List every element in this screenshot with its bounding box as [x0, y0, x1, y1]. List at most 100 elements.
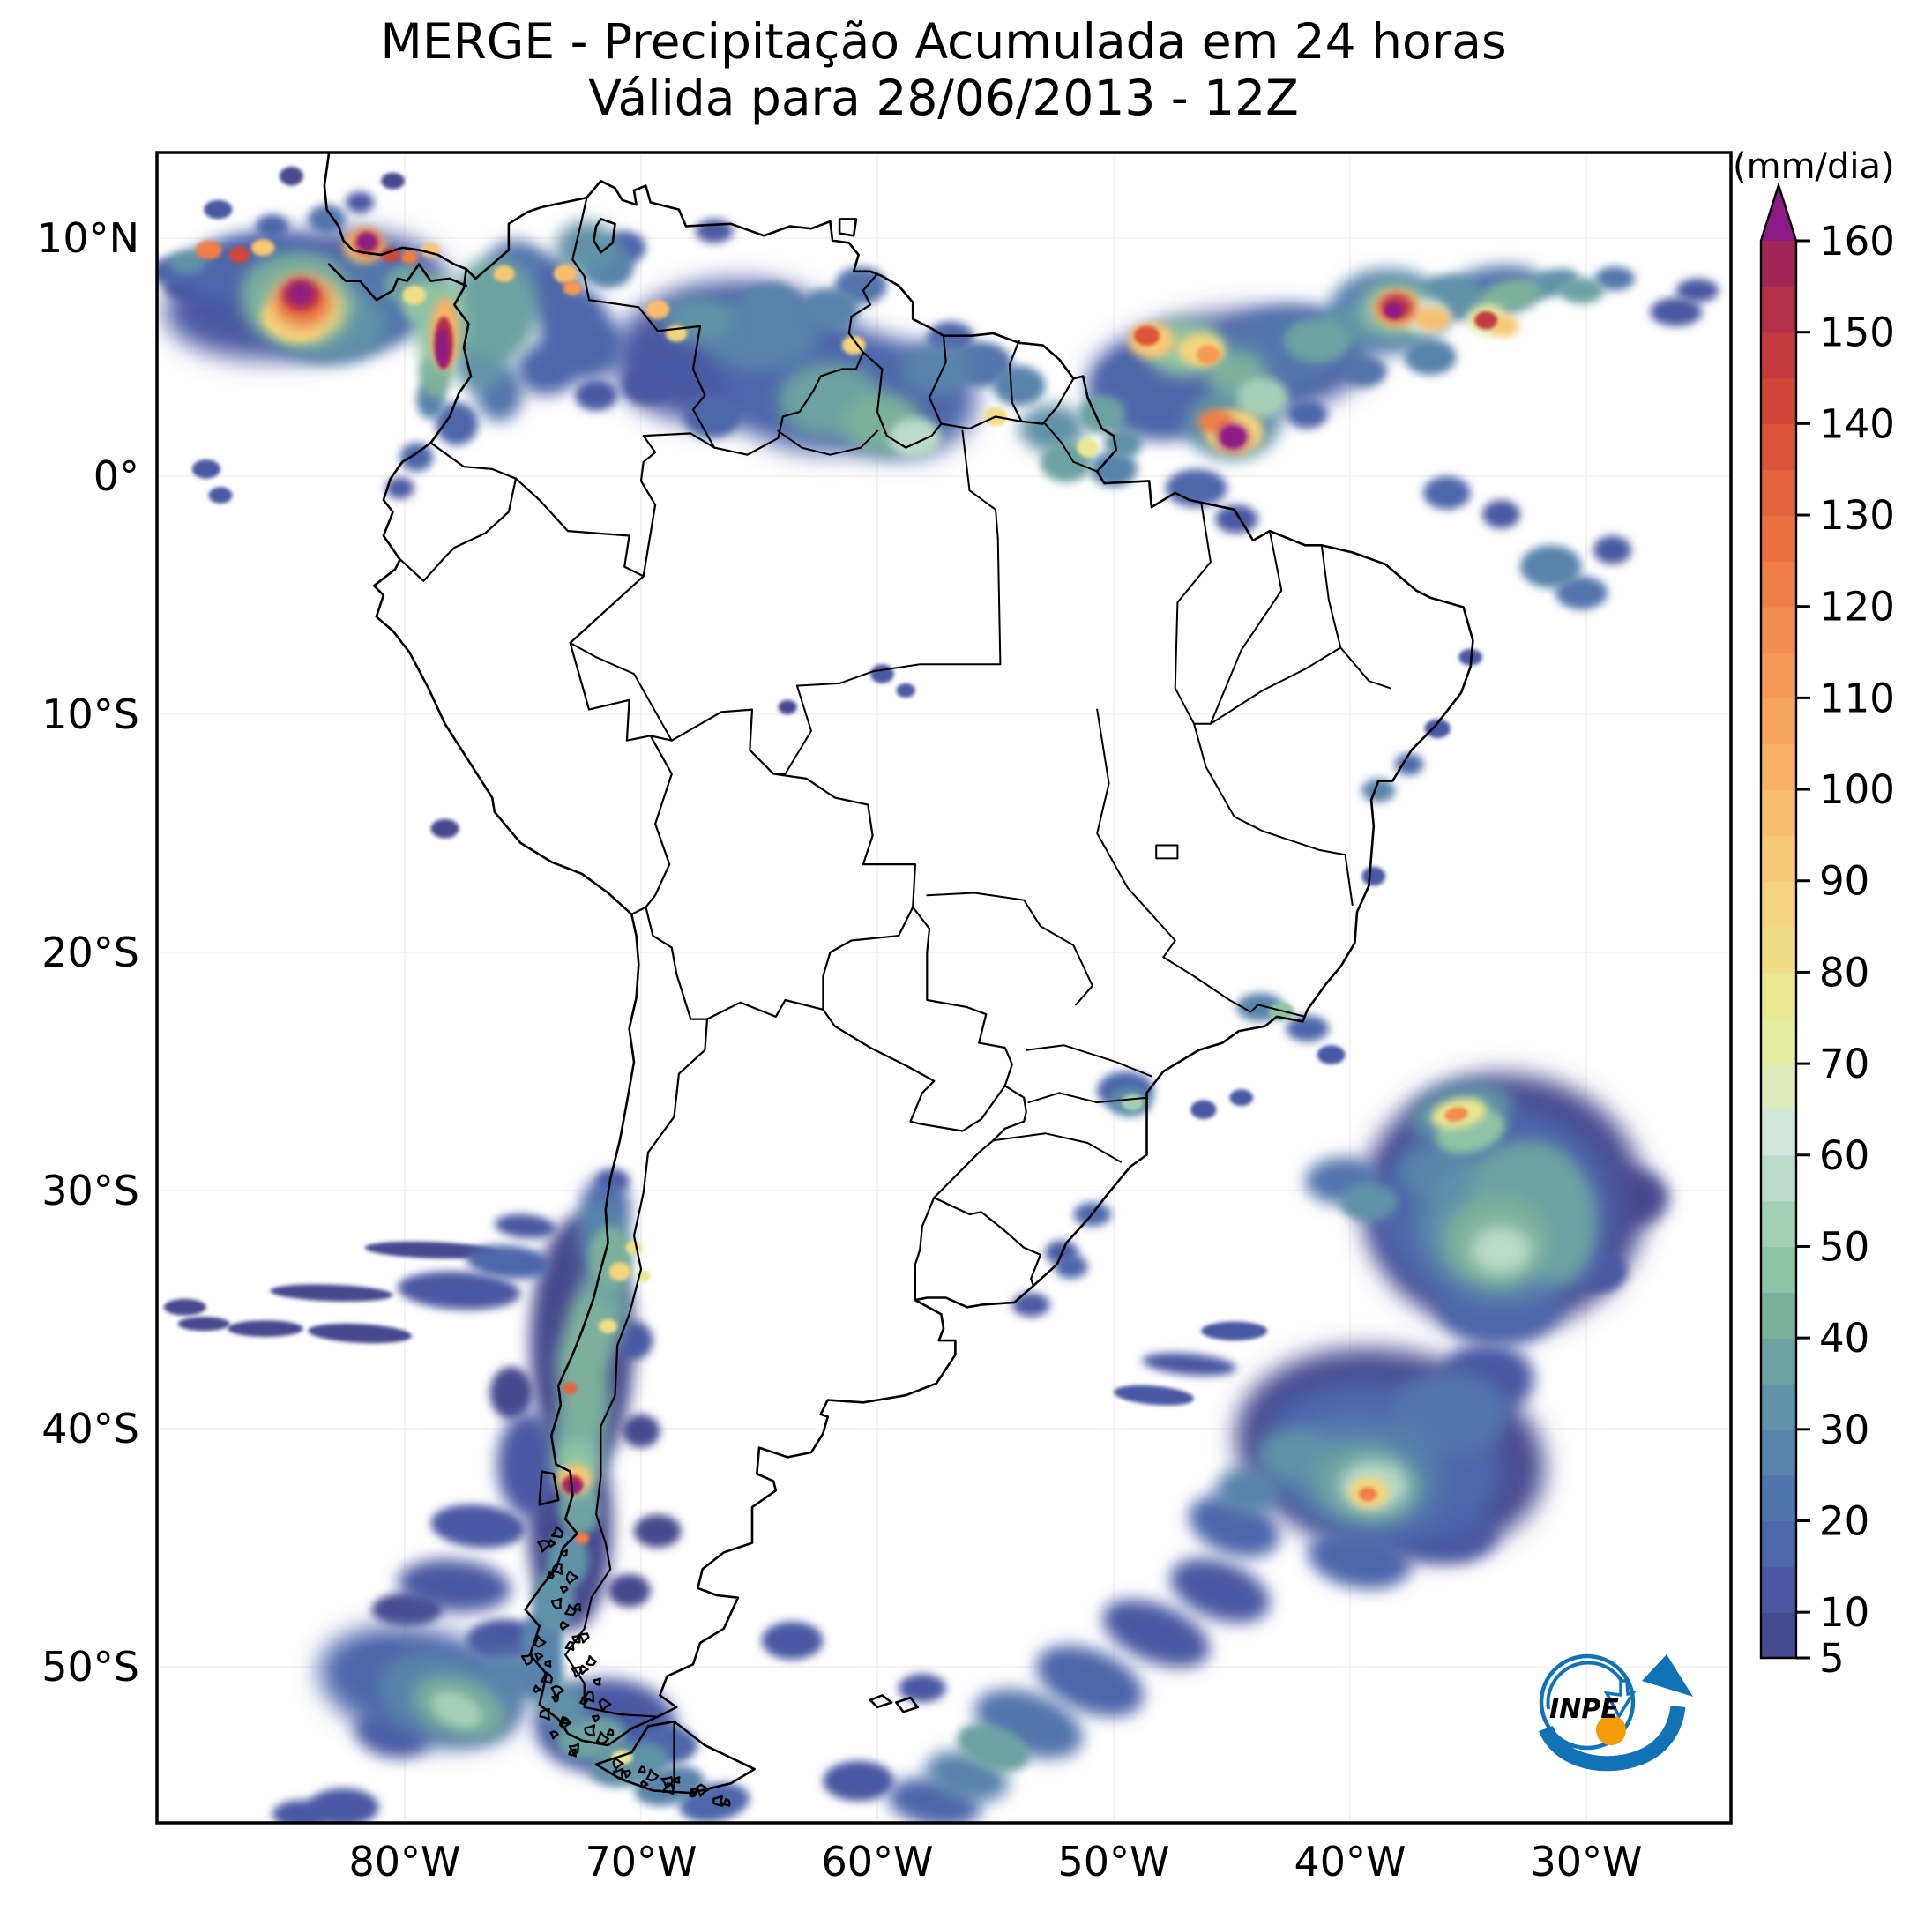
- colorbar-segment: [1761, 880, 1796, 928]
- country-border: [713, 351, 864, 456]
- precip-cell: [761, 1621, 824, 1660]
- precip-cell: [615, 1321, 653, 1360]
- fjord-islands: [544, 1660, 552, 1668]
- coastline: [838, 218, 858, 237]
- precip-cell: [1317, 1045, 1346, 1064]
- precip-cell: [802, 287, 859, 332]
- precip-cell: [1555, 576, 1608, 610]
- precip-cell: [308, 1323, 413, 1344]
- fjord-islands: [564, 1604, 577, 1616]
- country-border: [630, 906, 647, 915]
- logo-arrow-head-icon: [1642, 1654, 1693, 1697]
- fjord-islands: [537, 1540, 551, 1553]
- fjord-islands: [568, 1743, 580, 1755]
- lat-tick-label: 20°S: [41, 929, 139, 976]
- precip-cell: [1257, 1429, 1334, 1482]
- coastline: [869, 1694, 893, 1709]
- precip-cell: [228, 246, 250, 264]
- fjord-islands: [560, 1549, 568, 1557]
- fjord-islands: [613, 1767, 624, 1780]
- precipitation-field: [157, 167, 1719, 1823]
- precip-cell: [889, 417, 942, 459]
- fjord-islands: [689, 1789, 697, 1798]
- fjord-islands: [721, 1797, 731, 1807]
- colorbar-segment: [1761, 606, 1796, 653]
- coastline: [327, 263, 467, 302]
- fjord-islands: [598, 1698, 612, 1712]
- colorbar-tick-label: 140: [1819, 400, 1895, 447]
- colorbar-segment: [1761, 1292, 1796, 1339]
- colorbar-segment: [1761, 743, 1796, 790]
- precip-cell: [432, 1691, 481, 1728]
- colorbar-tick-label: 90: [1819, 858, 1869, 905]
- precip-cell: [598, 1318, 618, 1333]
- precip-cell: [1166, 468, 1227, 508]
- precip-cell: [364, 1241, 497, 1259]
- lon-tick-label: 70°W: [585, 1838, 697, 1885]
- precip-cell: [1196, 345, 1220, 365]
- logo-text: INPE: [1549, 1694, 1619, 1725]
- precip-cell: [308, 1788, 379, 1823]
- precip-cell: [449, 257, 540, 362]
- lat-tick-label: 50°S: [41, 1643, 139, 1691]
- precip-cell: [625, 1240, 643, 1255]
- precip-cell: [1308, 1529, 1412, 1590]
- fjord-islands: [549, 1730, 559, 1740]
- country-border: [928, 334, 947, 425]
- country-border: [396, 477, 518, 582]
- country-border: [933, 1197, 1041, 1288]
- precip-cell: [401, 250, 418, 265]
- fjord-islands: [571, 1666, 583, 1678]
- country-border: [822, 1008, 1006, 1132]
- lat-tick-label: 30°S: [41, 1167, 139, 1214]
- country-border: [1009, 340, 1023, 422]
- fjord-islands: [595, 1731, 610, 1745]
- country-border: [1020, 377, 1075, 425]
- colorbar-segment: [1761, 332, 1796, 379]
- fjord-islands: [550, 1526, 564, 1539]
- colorbar-segment: [1761, 789, 1796, 836]
- country-border: [429, 442, 518, 480]
- state-border: [1044, 422, 1099, 473]
- country-border: [705, 998, 824, 1020]
- colorbar-over-arrow: [1761, 185, 1796, 241]
- colorbar-tick-label: 120: [1819, 584, 1895, 631]
- precip-cell: [1594, 266, 1635, 291]
- precip-cell: [1423, 476, 1471, 510]
- precip-cell: [622, 366, 675, 405]
- precip-cell: [1480, 279, 1541, 312]
- fjord-islands: [520, 1653, 533, 1666]
- colorbar-tick-label: 60: [1819, 1132, 1869, 1179]
- country-border: [862, 351, 943, 449]
- inpe-logo: INPE: [1539, 1653, 1693, 1772]
- precip-cell: [399, 443, 434, 472]
- fjord-islands: [593, 1677, 601, 1686]
- precip-cell: [466, 1244, 551, 1280]
- colorbar-segment: [1761, 1018, 1796, 1064]
- precip-cell: [1122, 1094, 1144, 1111]
- colorbar-segment: [1761, 423, 1796, 470]
- fjord-islands: [712, 1795, 723, 1807]
- precip-cell: [1358, 1487, 1377, 1502]
- colorbar-segment: [1761, 1109, 1796, 1156]
- coastline: [895, 1696, 919, 1713]
- fjord-islands: [568, 1748, 578, 1758]
- chart-title-line2: Válida para 28/06/2013 - 12Z: [588, 70, 1299, 126]
- precip-cell: [1055, 1254, 1088, 1279]
- colorbar-outline: [1759, 182, 1798, 1660]
- precip-cell: [993, 365, 1046, 407]
- colorbar-tick-label: 50: [1819, 1223, 1869, 1270]
- fjord-islands: [559, 1620, 570, 1631]
- country-border: [514, 477, 645, 578]
- precip-cell: [558, 1366, 611, 1438]
- precip-cell: [1598, 1168, 1669, 1227]
- country-border: [822, 906, 914, 1011]
- precip-cell: [1036, 1645, 1145, 1717]
- colorbar-tick-label: 70: [1819, 1041, 1869, 1087]
- fjord-islands: [661, 1781, 675, 1795]
- precip-cell: [841, 335, 866, 355]
- colorbar-tick-label: 110: [1819, 675, 1895, 721]
- precip-cell: [899, 1674, 946, 1703]
- state-border: [1193, 530, 1283, 725]
